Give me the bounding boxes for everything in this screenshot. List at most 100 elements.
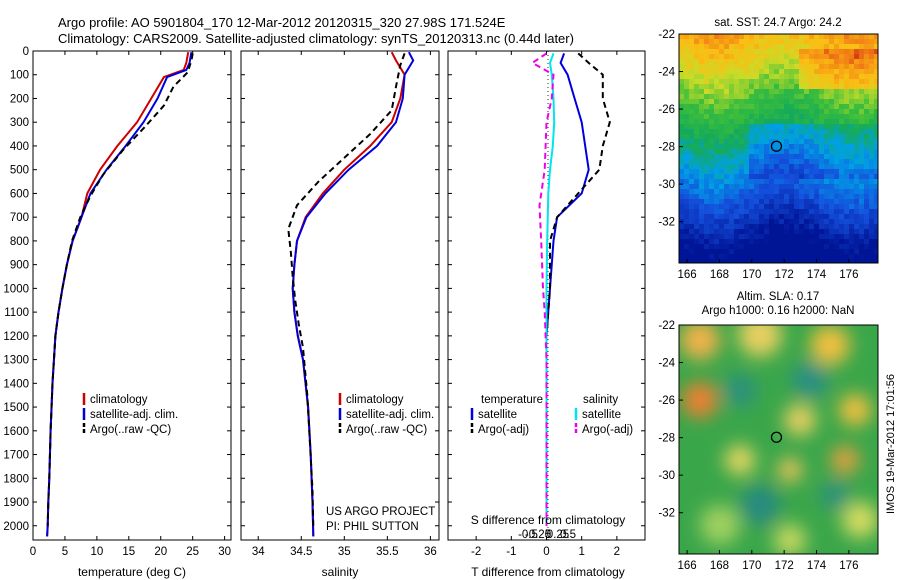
sst-cell xyxy=(704,199,709,204)
sst-cell xyxy=(854,114,859,119)
sst-cell xyxy=(759,214,764,219)
sst-cell xyxy=(839,254,844,259)
sst-cell xyxy=(779,169,784,174)
sst-cell xyxy=(844,79,849,84)
sst-cell xyxy=(809,114,814,119)
sst-cell xyxy=(699,54,704,59)
sst-cell xyxy=(789,44,794,49)
sst-cell xyxy=(714,234,719,239)
sst-cell xyxy=(874,259,878,263)
sst-cell xyxy=(784,89,789,94)
sst-cell xyxy=(859,254,864,259)
sst-cell xyxy=(834,139,839,144)
sst-cell xyxy=(704,194,709,199)
sst-cell xyxy=(774,94,779,99)
sst-cell xyxy=(819,249,824,254)
sst-cell xyxy=(744,169,749,174)
sst-cell xyxy=(689,84,694,89)
sst-cell xyxy=(859,229,864,234)
sst-cell xyxy=(719,209,724,214)
sst-cell xyxy=(874,149,878,154)
sst-cell xyxy=(704,244,709,249)
sst-cell xyxy=(854,119,859,124)
sst-cell xyxy=(794,69,799,74)
sst-cell xyxy=(839,74,844,79)
sst-cell xyxy=(789,239,794,244)
sst-cell xyxy=(739,174,744,179)
sst-cell xyxy=(814,229,819,234)
sst-cell xyxy=(834,214,839,219)
sst-cell xyxy=(799,229,804,234)
sst-cell xyxy=(769,194,774,199)
sst-cell xyxy=(834,199,839,204)
sst-cell xyxy=(834,259,839,263)
sst-cell xyxy=(724,214,729,219)
sst-cell xyxy=(744,244,749,249)
map-x-tick-label: 166 xyxy=(677,269,696,281)
y-tick-label: 800 xyxy=(10,236,29,248)
sst-cell xyxy=(734,234,739,239)
sst-cell xyxy=(799,49,804,54)
sst-cell xyxy=(799,54,804,59)
sst-cell xyxy=(834,89,839,94)
sst-cell xyxy=(689,199,694,204)
sst-cell xyxy=(774,254,779,259)
sst-cell xyxy=(804,169,809,174)
sst-cell xyxy=(794,164,799,169)
sst-cell xyxy=(744,224,749,229)
sst-cell xyxy=(754,209,759,214)
sst-cell xyxy=(794,119,799,124)
sst-cell xyxy=(819,184,824,189)
sst-cell xyxy=(724,149,729,154)
sst-cell xyxy=(679,99,684,104)
sst-cell xyxy=(724,184,729,189)
sst-cell xyxy=(704,84,709,89)
sst-cell xyxy=(764,194,769,199)
sst-cell xyxy=(784,49,789,54)
sst-cell xyxy=(824,164,829,169)
sst-cell xyxy=(689,94,694,99)
sst-cell xyxy=(734,249,739,254)
sst-cell xyxy=(844,199,849,204)
sst-cell xyxy=(859,74,864,79)
sst-cell xyxy=(799,114,804,119)
sst-cell xyxy=(729,34,734,39)
sst-cell xyxy=(764,224,769,229)
sst-cell xyxy=(804,144,809,149)
sst-cell xyxy=(834,244,839,249)
sst-cell xyxy=(769,184,774,189)
sst-cell xyxy=(839,154,844,159)
sst-cell xyxy=(734,239,739,244)
sst-cell xyxy=(789,129,794,134)
sst-cell xyxy=(699,139,704,144)
sst-cell xyxy=(734,219,739,224)
sst-cell xyxy=(769,244,774,249)
sst-cell xyxy=(694,204,699,209)
sst-cell xyxy=(684,169,689,174)
sst-cell xyxy=(689,49,694,54)
sst-cell xyxy=(699,239,704,244)
sst-cell xyxy=(799,169,804,174)
salinity-xlabel: salinity xyxy=(322,565,359,579)
sst-cell xyxy=(829,39,834,44)
sst-cell xyxy=(754,84,759,89)
sst-cell xyxy=(869,154,874,159)
s-difference-label: S difference from climatology xyxy=(471,513,626,527)
sst-cell xyxy=(709,144,714,149)
sst-cell xyxy=(819,139,824,144)
sst-cell xyxy=(749,219,754,224)
sst-cell xyxy=(794,239,799,244)
credits-line-2: PI: PHIL SUTTON xyxy=(326,521,419,533)
sst-cell xyxy=(809,104,814,109)
sst-cell xyxy=(719,179,724,184)
sst-cell xyxy=(714,229,719,234)
sst-cell xyxy=(734,84,739,89)
sst-cell xyxy=(859,64,864,69)
sst-cell xyxy=(739,184,744,189)
sst-cell xyxy=(764,234,769,239)
sst-cell xyxy=(739,244,744,249)
sst-cell xyxy=(839,169,844,174)
sst-cell xyxy=(854,224,859,229)
map-x-tick-label: 172 xyxy=(775,560,794,572)
sst-cell xyxy=(829,214,834,219)
